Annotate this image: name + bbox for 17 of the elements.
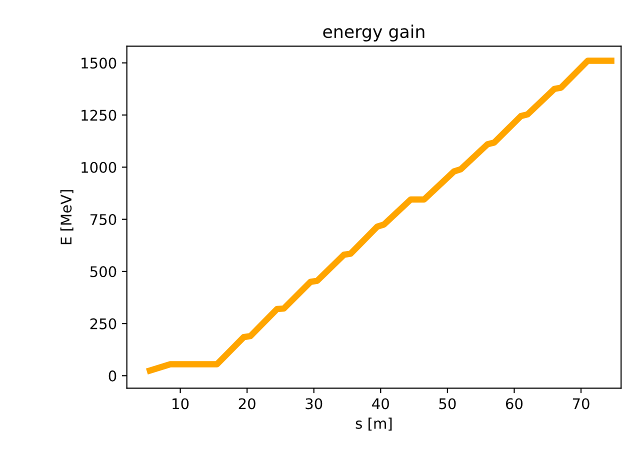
chart-title: energy gain: [323, 24, 424, 42]
y-tick-label: 1000: [82, 162, 116, 173]
x-tick-label: 60: [506, 398, 523, 410]
x-tick-label: 20: [238, 398, 256, 410]
x-tick-label: 30: [306, 398, 322, 410]
y-tick-label: 250: [90, 318, 116, 330]
y-tick-label: 750: [90, 214, 116, 226]
y-tick-label: 1500: [82, 58, 116, 69]
y-tick-label: 0: [108, 370, 116, 382]
x-tick-label: 50: [439, 398, 456, 410]
y-axis-title: E [MeV]: [60, 190, 74, 244]
x-axis-title: s [m]: [356, 418, 392, 431]
y-tick-label: 500: [90, 266, 116, 278]
x-tick-label: 70: [572, 398, 590, 410]
x-tick-label: 40: [372, 398, 389, 410]
y-tick-label: 1250: [82, 110, 116, 121]
x-tick-label: 10: [172, 398, 189, 410]
